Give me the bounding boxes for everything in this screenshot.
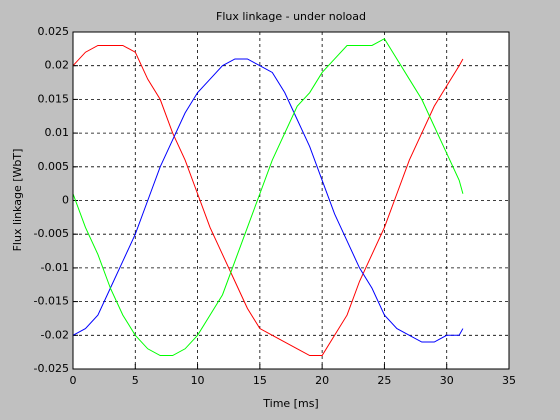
y-tick-label: -0.01	[41, 261, 69, 274]
x-tick-label: 10	[191, 374, 205, 387]
y-tick-label: 0.01	[45, 126, 70, 139]
y-tick-label: 0.02	[45, 59, 70, 72]
data-line	[72, 44, 464, 357]
x-tick-label: 25	[377, 374, 391, 387]
y-tick-label: -0.02	[41, 328, 69, 341]
y-tick-label: -0.005	[34, 227, 69, 240]
x-tick-label: 5	[132, 374, 139, 387]
data-line	[72, 38, 464, 357]
chart-title: Flux linkage - under noload	[216, 10, 366, 23]
y-tick-label: 0.015	[38, 92, 70, 105]
y-tick-label: 0.005	[38, 160, 70, 173]
x-axis-label: Time [ms]	[262, 397, 318, 410]
x-tick-label: 30	[440, 374, 454, 387]
y-axis-label: Flux linkage [WbT]	[11, 149, 24, 252]
data-line	[72, 58, 464, 343]
x-tick-label: 15	[253, 374, 267, 387]
y-tick-label: -0.025	[34, 362, 69, 375]
x-tick-label: 20	[315, 374, 329, 387]
x-tick-label: 35	[502, 374, 516, 387]
y-tick-label: 0.025	[38, 25, 70, 38]
axes-box	[72, 31, 510, 370]
y-tick-label: 0	[62, 194, 69, 207]
y-tick-label: -0.015	[34, 295, 69, 308]
x-tick-label: 0	[70, 374, 77, 387]
